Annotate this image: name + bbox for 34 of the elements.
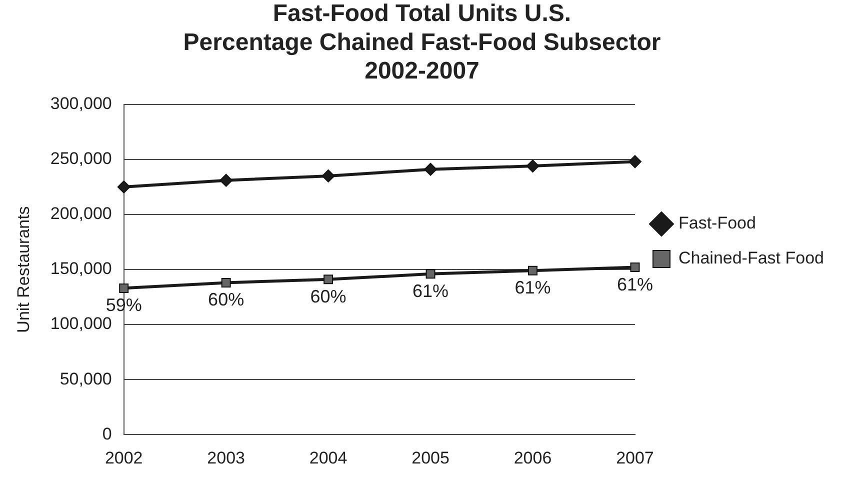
point bbox=[322, 169, 335, 182]
y-tick-label: 0 bbox=[102, 424, 112, 444]
point bbox=[117, 180, 130, 194]
x-tick-label: 2003 bbox=[207, 448, 245, 468]
chart-title: Fast-Food Total Units U.S. Percentage Chained Fast-Food Subsector 2002-2007 bbox=[183, 0, 661, 85]
point bbox=[119, 283, 129, 293]
point bbox=[628, 155, 642, 168]
y-axis-title: Unit Restaurants bbox=[14, 206, 33, 333]
x-tick-label: 2005 bbox=[412, 448, 450, 468]
point bbox=[426, 269, 436, 279]
point bbox=[528, 266, 538, 276]
annotation: 60% bbox=[208, 290, 244, 310]
point bbox=[526, 160, 540, 173]
annotation: 61% bbox=[616, 274, 653, 294]
annotation: 61% bbox=[412, 280, 449, 301]
y-tick-label: 150,000 bbox=[50, 259, 112, 278]
annotation: 60% bbox=[310, 286, 346, 306]
x-tick-label: 2004 bbox=[309, 448, 348, 468]
y-tick-label: 50,000 bbox=[60, 369, 112, 388]
annotation: 61% bbox=[514, 278, 551, 298]
x-tick-label: 2006 bbox=[514, 448, 552, 468]
y-tick-label: 300,000 bbox=[50, 94, 112, 114]
legend-label: Chained-Fast Food bbox=[678, 248, 824, 268]
point bbox=[221, 278, 231, 288]
point bbox=[220, 174, 233, 187]
y-tick-label: 250,000 bbox=[50, 149, 112, 168]
point bbox=[424, 162, 438, 176]
y-tick-label: 200,000 bbox=[50, 204, 112, 224]
legend-label: Fast-Food bbox=[678, 214, 756, 233]
x-tick-label: 2002 bbox=[104, 448, 143, 468]
y-tick-label: 100,000 bbox=[50, 314, 112, 334]
x-tick-label: 2007 bbox=[616, 448, 654, 468]
point bbox=[630, 262, 640, 272]
point bbox=[324, 274, 334, 284]
